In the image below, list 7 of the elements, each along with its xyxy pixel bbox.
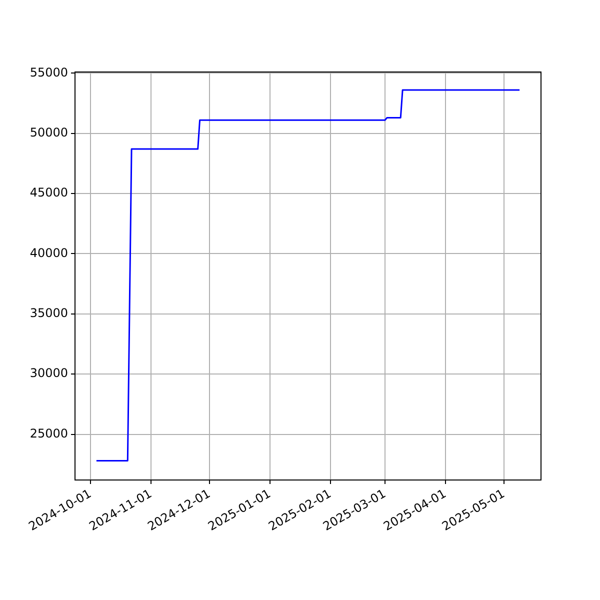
y-tick-label: 50000 [30, 126, 68, 140]
y-tick-label: 55000 [30, 65, 68, 80]
y-tick-label: 25000 [30, 426, 68, 440]
y-tick-label: 30000 [30, 366, 68, 380]
y-tick-label: 35000 [30, 306, 68, 320]
y-tick-label: 45000 [30, 186, 68, 200]
y-tick-label: 40000 [30, 246, 68, 260]
